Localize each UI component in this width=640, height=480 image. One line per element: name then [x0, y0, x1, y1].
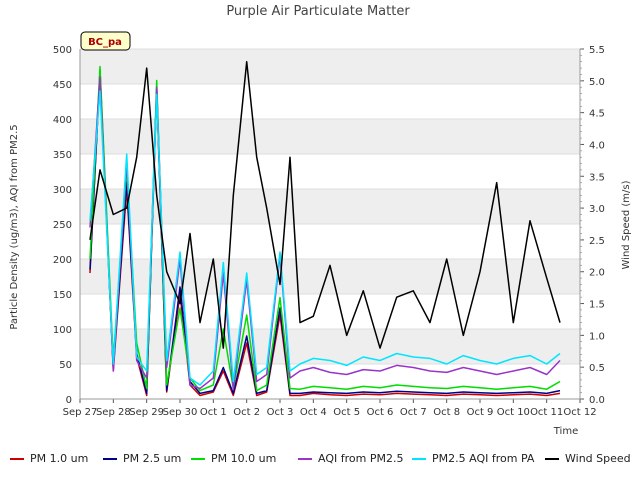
legend-swatch [103, 458, 117, 460]
legend-label: PM 10.0 um [211, 452, 277, 465]
x-tick-label: Sep 30 [163, 407, 198, 418]
y-tick-label: 0 [66, 395, 72, 406]
series-layer [89, 60, 561, 397]
series-line-wind-speed [89, 60, 561, 349]
site-badge-label: BC_pa [88, 37, 122, 48]
y2-tick-label: 5.5 [589, 45, 605, 56]
y-tick-label: 50 [59, 360, 72, 371]
y-tick-label: 300 [53, 185, 72, 196]
x-tick-label: Oct 5 [333, 407, 360, 418]
grid-band [80, 119, 580, 154]
y2-tick-label: 2.5 [589, 236, 605, 247]
y-tick-label: 450 [53, 80, 72, 91]
y-tick-label: 200 [53, 255, 72, 266]
y-tick-label: 250 [53, 220, 72, 231]
site-badge: BC_pa [80, 31, 131, 51]
legend: PM 1.0 um PM 2.5 um PM 10.0 um AQI from PM2… [0, 452, 640, 470]
y-tick-label: 500 [53, 45, 72, 56]
x-tick-label: Oct 11 [530, 407, 563, 418]
y2-tick-label: 3.0 [589, 204, 605, 215]
x-axis-label: Time [553, 426, 578, 437]
legend-label: Wind Speed [565, 452, 631, 465]
y-tick-label: 350 [53, 150, 72, 161]
grid-band [80, 49, 580, 84]
legend-item: PM 2.5 um [103, 452, 181, 465]
x-tick-label: Oct 6 [367, 407, 394, 418]
y2-axis-label: Wind Speed (m/s) [621, 180, 632, 269]
legend-swatch [10, 458, 24, 460]
legend-swatch [298, 458, 312, 460]
y2-tick-label: 2.0 [589, 268, 605, 279]
y-tick-label: 400 [53, 115, 72, 126]
legend-swatch [545, 458, 559, 460]
x-tick-label: Sep 28 [96, 407, 131, 418]
x-tick-label: Oct 10 [497, 407, 530, 418]
y2-tick-label: 1.0 [589, 331, 605, 342]
y2-tick-label: 0.5 [589, 363, 605, 374]
legend-label: PM2.5 AQI from PA [432, 452, 535, 465]
axes: 0 50 100 150 200 250 300 350 400 450 500 0.0 0.5 1.0 1… [53, 45, 605, 418]
grid-band [80, 189, 580, 224]
y2-tick-label: 4.0 [589, 140, 605, 151]
x-tick-label: Oct 1 [200, 407, 227, 418]
y2-tick-label: 3.5 [589, 172, 605, 183]
x-tick-label: Oct 7 [400, 407, 427, 418]
grid-band [80, 329, 580, 364]
x-tick-label: Sep 27 [63, 407, 98, 418]
y-tick-label: 150 [53, 290, 72, 301]
legend-label: PM 1.0 um [30, 452, 89, 465]
legend-label: AQI from PM2.5 [318, 452, 404, 465]
grid-bands [80, 49, 580, 364]
y2-tick-label: 4.5 [589, 109, 605, 120]
x-tick-label: Oct 9 [467, 407, 494, 418]
legend-item: PM2.5 AQI from PA [412, 452, 534, 465]
legend-item: AQI from PM2.5 [298, 452, 403, 465]
legend-item: PM 10.0 um [191, 452, 276, 465]
legend-swatch [412, 458, 426, 460]
series-line-pm2-5-aqi-from-pa [89, 90, 561, 386]
y-tick-label: 100 [53, 325, 72, 336]
legend-label: PM 2.5 um [123, 452, 182, 465]
legend-item: PM 1.0 um [10, 452, 88, 465]
y2-tick-label: 5.0 [589, 77, 605, 88]
y2-tick-label: 0.0 [589, 395, 605, 406]
y2-tick-label: 1.5 [589, 300, 605, 311]
x-tick-label: Sep 29 [129, 407, 164, 418]
x-tick-label: Oct 3 [267, 407, 294, 418]
legend-item: Wind Speed [545, 452, 631, 465]
grid-band [80, 259, 580, 294]
y-axis-label: Particle Density (ug/m3), AQI from PM2.5 [9, 124, 20, 329]
legend-swatch [191, 458, 205, 460]
x-tick-label: Oct 4 [300, 407, 327, 418]
chart-title: Purple Air Particulate Matter [226, 4, 410, 19]
x-tick-label: Oct 12 [563, 407, 596, 418]
x-tick-label: Oct 2 [233, 407, 260, 418]
x-tick-label: Oct 8 [433, 407, 460, 418]
